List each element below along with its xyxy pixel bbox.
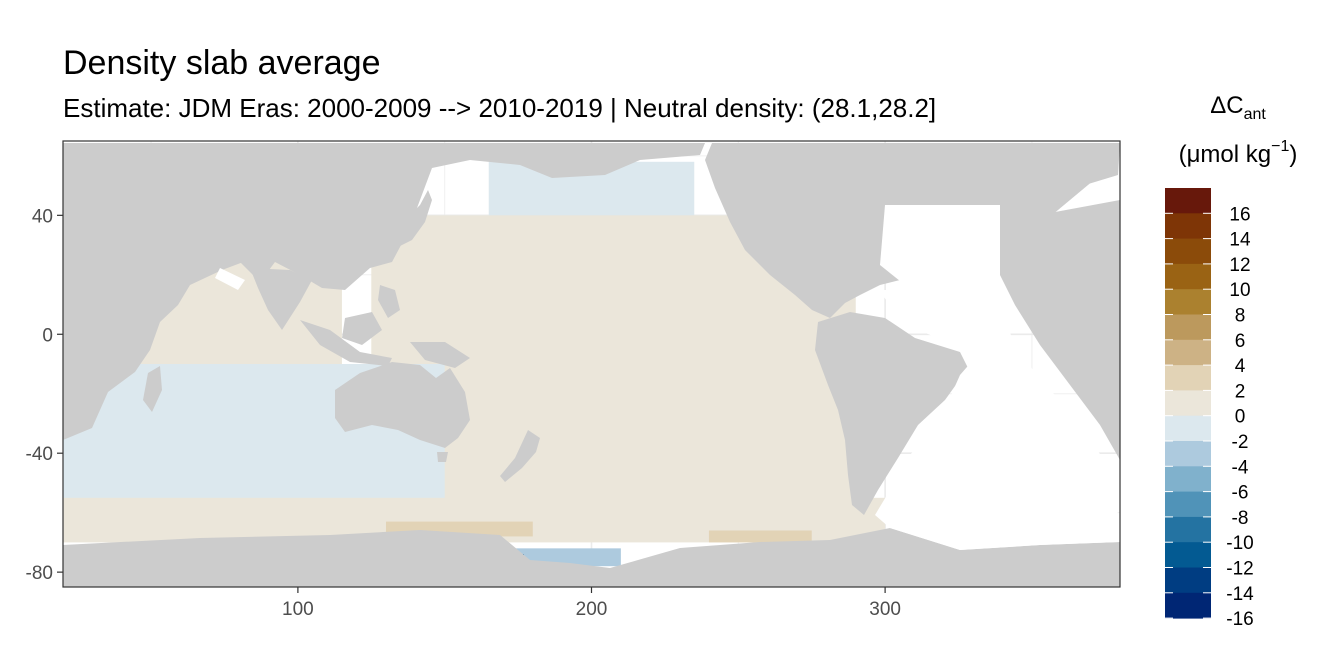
land-new-zealand [500, 430, 540, 482]
land-sumatra-java [300, 320, 392, 366]
plot-area [62, 140, 1121, 588]
x-tick-label: 100 [282, 599, 314, 620]
land-australia [335, 362, 470, 448]
legend-bin [1165, 238, 1211, 265]
legend-label: 0 [1235, 407, 1246, 428]
legend-label: 10 [1229, 280, 1250, 301]
legend-bin [1165, 592, 1211, 619]
legend-label: -8 [1232, 508, 1249, 529]
legend-bin [1165, 289, 1211, 315]
land-philippines [378, 285, 400, 318]
land-borneo [342, 312, 382, 345]
legend: ΔCant (μmol kg−1) 16 14 12 10 8 6 4 2 0 -2 -4 -6 -8 -… [1165, 92, 1297, 630]
x-tick-label: 300 [869, 599, 901, 620]
land-madagascar [143, 366, 162, 412]
legend-label: -4 [1232, 457, 1249, 478]
land-japan [400, 190, 432, 246]
y-tick-label: -80 [26, 563, 53, 584]
land-india [250, 268, 312, 330]
legend-unit: (μmol kg−1) [1179, 138, 1298, 168]
legend-label: -12 [1226, 559, 1253, 580]
legend-bin [1165, 263, 1211, 290]
land-greenland [1040, 143, 1120, 185]
x-tick-label: 200 [576, 599, 608, 620]
x-axis: 100 200 300 [282, 587, 901, 620]
legend-label: -6 [1232, 483, 1249, 504]
legend-label: -16 [1226, 609, 1253, 630]
legend-label: -10 [1226, 533, 1253, 554]
y-tick-label: 40 [32, 206, 53, 227]
chart-title: Density slab average [63, 44, 381, 82]
unmapped-north-atlantic [880, 205, 1000, 285]
y-tick-label: 0 [42, 325, 53, 346]
legend-label: 8 [1235, 306, 1246, 327]
land-south-america [815, 312, 968, 515]
legend-title: ΔCant [1210, 92, 1266, 123]
land-europe-nafrica [998, 200, 1120, 460]
y-tick-label: -40 [26, 444, 53, 465]
legend-label: 6 [1235, 331, 1246, 352]
unmapped-atlantic [875, 290, 1120, 550]
land-tasmania [437, 452, 448, 462]
legend-bin [1165, 213, 1211, 240]
unmapped-ocean [215, 205, 1120, 550]
legend-label: 4 [1235, 356, 1246, 377]
legend-bin [1165, 491, 1211, 518]
chart-subtitle: Estimate: JDM Eras: 2000-2009 --> 2010-2… [63, 93, 936, 123]
legend-bin [1165, 365, 1211, 391]
legend-bin [1165, 339, 1211, 366]
legend-bin [1165, 188, 1211, 214]
land-new-guinea [410, 342, 470, 368]
legend-label: -2 [1232, 432, 1249, 453]
legend-label: 14 [1229, 230, 1251, 251]
legend-colorbar [1165, 188, 1211, 619]
land-antarctica [63, 528, 1120, 587]
legend-bin [1165, 542, 1211, 568]
legend-bin [1165, 390, 1211, 417]
legend-bin [1165, 441, 1211, 467]
legend-bin [1165, 314, 1211, 341]
legend-label: 2 [1235, 381, 1246, 402]
legend-bin [1165, 516, 1211, 543]
legend-label: -14 [1226, 584, 1254, 605]
land-eurasia [160, 143, 705, 290]
legend-bin [1165, 567, 1211, 594]
legend-bin [1165, 415, 1211, 442]
y-axis: 40 0 -40 -80 [26, 206, 63, 584]
legend-label: 16 [1229, 204, 1250, 225]
legend-labels: 16 14 12 10 8 6 4 2 0 -2 -4 -6 -8 -10 -12 -14 -16 [1165, 204, 1254, 630]
unmapped-red-sea [215, 268, 245, 290]
region-amundsen-sea [708, 530, 812, 543]
legend-label: 12 [1229, 255, 1250, 276]
legend-bin [1165, 466, 1211, 493]
